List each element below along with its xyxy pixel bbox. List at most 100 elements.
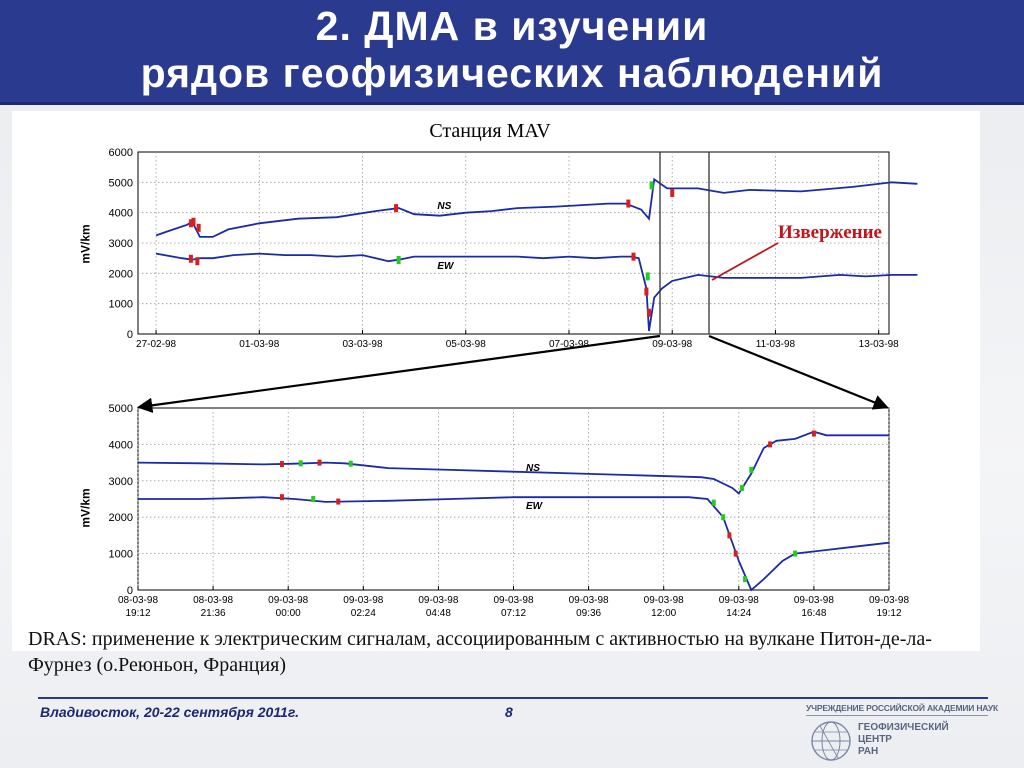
anomaly-marker: [188, 219, 193, 228]
zoom-arrow-right: [708, 334, 889, 410]
x-tick-label: 27-02-98: [136, 339, 176, 350]
globe-icon: [811, 721, 851, 761]
anomaly-marker: [196, 223, 201, 232]
anomaly-marker: [811, 430, 816, 437]
series-line-ew: [155, 252, 918, 332]
anomaly-marker: [646, 308, 651, 317]
series-label-ew: EW: [526, 501, 544, 512]
x-tick-label: 07-03-98: [549, 339, 589, 350]
anomaly-marker: [348, 460, 353, 467]
eruption-pointer-line: [711, 242, 779, 281]
anomaly-marker: [298, 460, 303, 467]
zoom-arrow-left: [136, 334, 661, 413]
x-tick-label-time: 19:12: [876, 608, 901, 619]
anomaly-marker: [317, 459, 322, 466]
x-tick-label-date: 09-03-98: [418, 595, 458, 606]
x-tick-label-time: 07:12: [501, 608, 526, 619]
anomaly-marker: [311, 496, 316, 502]
anomaly-marker: [279, 494, 284, 501]
x-tick-label-date: 09-03-98: [794, 595, 834, 606]
y-tick-label: 5000: [109, 403, 133, 415]
plot-area: [137, 407, 890, 591]
anomaly-marker: [645, 272, 650, 281]
x-tick-label-date: 08-03-98: [118, 595, 158, 606]
institution-logo: УЧРЕЖДЕНИЕ РОССИЙСКОЙ АКАДЕМИИ НАУК ГЕОФ…: [806, 700, 1016, 766]
series-label-ns: NS: [437, 201, 451, 212]
x-tick-label-time: 00:00: [276, 608, 301, 619]
anomaly-marker: [279, 461, 284, 468]
x-tick-label: 09-03-98: [652, 339, 692, 350]
series-label-ew: EW: [437, 261, 455, 272]
anomaly-marker: [721, 514, 726, 521]
x-tick-label-time: 14:24: [726, 608, 751, 619]
x-tick-label-date: 09-03-98: [869, 595, 909, 606]
station-label: Станция MAV: [429, 120, 551, 142]
anomaly-marker: [743, 576, 748, 583]
anomaly-marker: [396, 255, 401, 264]
anomaly-marker: [191, 217, 196, 226]
x-tick-label: 11-03-98: [756, 339, 796, 350]
x-tick-label-time: 04:48: [426, 608, 451, 619]
anomaly-marker: [626, 199, 631, 208]
x-tick-label-time: 16:48: [801, 608, 826, 619]
anomaly-marker: [188, 254, 193, 263]
logo-name-line: РАН: [858, 746, 879, 757]
logo-institution-text: УЧРЕЖДЕНИЕ РОССИЙСКОЙ АКАДЕМИИ НАУК: [806, 703, 998, 713]
x-tick-label-date: 09-03-98: [493, 595, 533, 606]
logo-name-line: ЦЕНТР: [858, 734, 892, 745]
anomaly-marker: [670, 188, 675, 197]
anomaly-marker: [649, 181, 654, 190]
x-tick-label-date: 09-03-98: [569, 595, 609, 606]
y-tick-label: 1000: [109, 299, 133, 311]
anomaly-marker: [336, 498, 341, 505]
y-tick-label: 0: [127, 585, 133, 597]
anomaly-marker: [768, 441, 773, 448]
y-tick-label: 4000: [109, 208, 133, 220]
title-line-1: 2. ДМА в изучении: [315, 3, 709, 49]
x-tick-label-time: 02:24: [351, 608, 376, 619]
anomaly-marker: [394, 204, 399, 213]
title-banner: 2. ДМА в изучении рядов геофизических на…: [0, 0, 1024, 105]
y-tick-label: 2000: [109, 512, 133, 524]
series-label-ns: NS: [526, 463, 540, 474]
series-line-ew: [138, 496, 890, 592]
logo-divider: [806, 715, 988, 716]
eruption-label: Извержение: [778, 222, 882, 243]
upper-y-axis-label: mV/km: [78, 224, 93, 264]
y-tick-label: 2000: [109, 268, 133, 280]
y-tick-label: 4000: [109, 439, 133, 451]
x-tick-label-time: 09:36: [576, 608, 601, 619]
x-tick-label-time: 19:12: [125, 608, 150, 619]
anomaly-marker: [733, 550, 738, 557]
anomaly-marker: [631, 252, 636, 261]
anomaly-marker: [793, 550, 798, 557]
x-tick-label-time: 12:00: [651, 608, 676, 619]
x-tick-label-time: 21:36: [201, 608, 226, 619]
x-tick-label-date: 08-03-98: [193, 595, 233, 606]
x-tick-label: 03-03-98: [343, 339, 383, 350]
y-tick-label: 3000: [109, 238, 133, 250]
x-tick-label: 01-03-98: [239, 339, 279, 350]
y-tick-label: 0: [127, 329, 133, 341]
anomaly-marker: [195, 257, 200, 266]
anomaly-marker: [644, 287, 649, 296]
anomaly-marker: [711, 499, 716, 506]
footer-divider: [38, 697, 988, 699]
caption: DRAS: применение к электрическим сигнала…: [28, 628, 932, 676]
y-tick-label: 6000: [109, 147, 133, 159]
footer-location-date: Владивосток, 20-22 сентября 2011г.: [40, 704, 299, 720]
title-line-2: рядов геофизических наблюдений: [140, 50, 884, 96]
x-tick-label: 13-03-98: [859, 339, 899, 350]
page-number: 8: [505, 704, 513, 720]
anomaly-marker: [739, 485, 744, 492]
y-tick-label: 3000: [109, 476, 133, 488]
anomaly-marker: [727, 532, 732, 539]
y-tick-label: 5000: [109, 177, 133, 189]
logo-name-line: ГЕОФИЗИЧЕСКИЙ: [858, 722, 949, 733]
x-tick-label-date: 09-03-98: [719, 595, 759, 606]
logo-name: ГЕОФИЗИЧЕСКИЙ ЦЕНТР РАН: [858, 722, 998, 758]
anomaly-marker: [749, 466, 754, 473]
